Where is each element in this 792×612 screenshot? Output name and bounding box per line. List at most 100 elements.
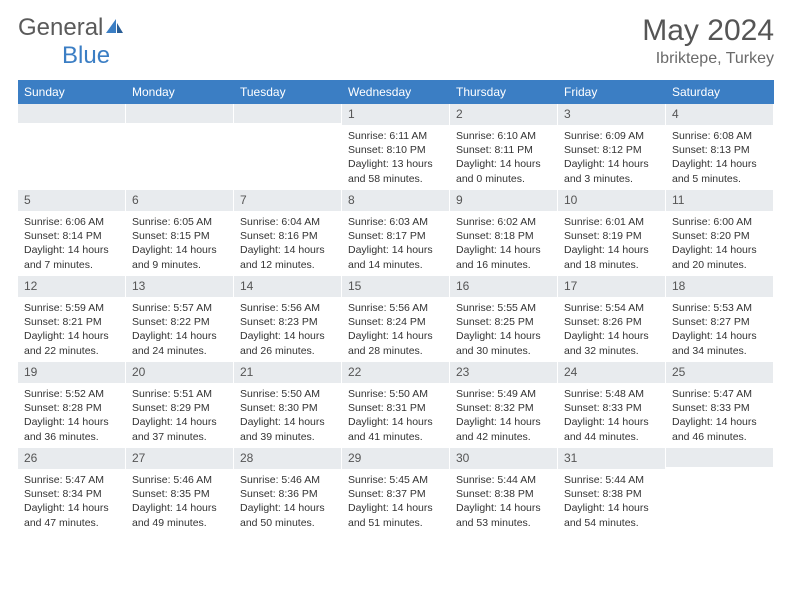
day-number: 20 (126, 362, 233, 383)
day-number: 6 (126, 190, 233, 211)
sunrise-text: Sunrise: 5:51 AM (132, 387, 227, 401)
day-body: Sunrise: 5:51 AMSunset: 8:29 PMDaylight:… (126, 383, 233, 448)
calendar-day: 10Sunrise: 6:01 AMSunset: 8:19 PMDayligh… (558, 190, 666, 276)
day-number: 16 (450, 276, 557, 297)
sunset-text: Sunset: 8:16 PM (240, 229, 335, 243)
day-number: 22 (342, 362, 449, 383)
sunrise-text: Sunrise: 5:56 AM (348, 301, 443, 315)
day-number: 18 (666, 276, 773, 297)
day-number: 12 (18, 276, 125, 297)
sunrise-text: Sunrise: 6:05 AM (132, 215, 227, 229)
daylight-text: Daylight: 14 hours and 14 minutes. (348, 243, 443, 271)
day-body: Sunrise: 5:56 AMSunset: 8:24 PMDaylight:… (342, 297, 449, 362)
sunrise-text: Sunrise: 5:44 AM (564, 473, 659, 487)
sunset-text: Sunset: 8:25 PM (456, 315, 551, 329)
day-body: Sunrise: 5:48 AMSunset: 8:33 PMDaylight:… (558, 383, 665, 448)
sunset-text: Sunset: 8:12 PM (564, 143, 659, 157)
calendar-day: 27Sunrise: 5:46 AMSunset: 8:35 PMDayligh… (126, 448, 234, 534)
day-number: 7 (234, 190, 341, 211)
calendar-day: 24Sunrise: 5:48 AMSunset: 8:33 PMDayligh… (558, 362, 666, 448)
day-number: 4 (666, 104, 773, 125)
sunset-text: Sunset: 8:26 PM (564, 315, 659, 329)
sunrise-text: Sunrise: 5:48 AM (564, 387, 659, 401)
daylight-text: Daylight: 14 hours and 54 minutes. (564, 501, 659, 529)
calendar-day: 19Sunrise: 5:52 AMSunset: 8:28 PMDayligh… (18, 362, 126, 448)
sunset-text: Sunset: 8:33 PM (672, 401, 767, 415)
calendar-day (666, 448, 774, 534)
day-number: 5 (18, 190, 125, 211)
sunrise-text: Sunrise: 5:56 AM (240, 301, 335, 315)
logo-text: GeneralBlue (18, 14, 125, 70)
sunrise-text: Sunrise: 5:57 AM (132, 301, 227, 315)
day-number: 25 (666, 362, 773, 383)
logo-text-general: General (18, 14, 103, 41)
daylight-text: Daylight: 14 hours and 50 minutes. (240, 501, 335, 529)
daylight-text: Daylight: 14 hours and 26 minutes. (240, 329, 335, 357)
daylight-text: Daylight: 14 hours and 24 minutes. (132, 329, 227, 357)
day-number: 13 (126, 276, 233, 297)
day-body: Sunrise: 5:44 AMSunset: 8:38 PMDaylight:… (558, 469, 665, 534)
day-number: 23 (450, 362, 557, 383)
sunrise-text: Sunrise: 6:06 AM (24, 215, 119, 229)
day-number: 14 (234, 276, 341, 297)
calendar-day: 3Sunrise: 6:09 AMSunset: 8:12 PMDaylight… (558, 104, 666, 190)
sunset-text: Sunset: 8:32 PM (456, 401, 551, 415)
sunrise-text: Sunrise: 6:04 AM (240, 215, 335, 229)
day-body: Sunrise: 5:49 AMSunset: 8:32 PMDaylight:… (450, 383, 557, 448)
sunrise-text: Sunrise: 5:59 AM (24, 301, 119, 315)
calendar-day: 14Sunrise: 5:56 AMSunset: 8:23 PMDayligh… (234, 276, 342, 362)
sunrise-text: Sunrise: 6:01 AM (564, 215, 659, 229)
day-body (234, 123, 341, 183)
calendar-day: 17Sunrise: 5:54 AMSunset: 8:26 PMDayligh… (558, 276, 666, 362)
calendar-day: 8Sunrise: 6:03 AMSunset: 8:17 PMDaylight… (342, 190, 450, 276)
day-body: Sunrise: 6:11 AMSunset: 8:10 PMDaylight:… (342, 125, 449, 190)
day-number: 1 (342, 104, 449, 125)
sunrise-text: Sunrise: 5:52 AM (24, 387, 119, 401)
header: GeneralBlue May 2024 Ibriktepe, Turkey (18, 14, 774, 70)
sunset-text: Sunset: 8:33 PM (564, 401, 659, 415)
day-number: 8 (342, 190, 449, 211)
sunrise-text: Sunrise: 6:10 AM (456, 129, 551, 143)
calendar-day: 12Sunrise: 5:59 AMSunset: 8:21 PMDayligh… (18, 276, 126, 362)
daylight-text: Daylight: 14 hours and 34 minutes. (672, 329, 767, 357)
calendar-weeks: 1Sunrise: 6:11 AMSunset: 8:10 PMDaylight… (18, 104, 774, 534)
day-body: Sunrise: 5:46 AMSunset: 8:35 PMDaylight:… (126, 469, 233, 534)
sunrise-text: Sunrise: 6:09 AM (564, 129, 659, 143)
day-body: Sunrise: 5:56 AMSunset: 8:23 PMDaylight:… (234, 297, 341, 362)
day-body: Sunrise: 5:57 AMSunset: 8:22 PMDaylight:… (126, 297, 233, 362)
sunrise-text: Sunrise: 5:50 AM (348, 387, 443, 401)
calendar-day (18, 104, 126, 190)
calendar-day: 18Sunrise: 5:53 AMSunset: 8:27 PMDayligh… (666, 276, 774, 362)
sunset-text: Sunset: 8:23 PM (240, 315, 335, 329)
day-body (666, 467, 773, 527)
sunset-text: Sunset: 8:20 PM (672, 229, 767, 243)
daylight-text: Daylight: 14 hours and 36 minutes. (24, 415, 119, 443)
calendar-week: 26Sunrise: 5:47 AMSunset: 8:34 PMDayligh… (18, 448, 774, 534)
sunset-text: Sunset: 8:15 PM (132, 229, 227, 243)
sunrise-text: Sunrise: 5:54 AM (564, 301, 659, 315)
logo-text-blue: Blue (62, 42, 110, 69)
day-body: Sunrise: 6:06 AMSunset: 8:14 PMDaylight:… (18, 211, 125, 276)
daylight-text: Daylight: 14 hours and 44 minutes. (564, 415, 659, 443)
sunset-text: Sunset: 8:10 PM (348, 143, 443, 157)
daylight-text: Daylight: 14 hours and 47 minutes. (24, 501, 119, 529)
calendar-week: 12Sunrise: 5:59 AMSunset: 8:21 PMDayligh… (18, 276, 774, 362)
day-number: 15 (342, 276, 449, 297)
daylight-text: Daylight: 14 hours and 16 minutes. (456, 243, 551, 271)
sunset-text: Sunset: 8:24 PM (348, 315, 443, 329)
weekday-header: Tuesday (234, 80, 342, 104)
sunrise-text: Sunrise: 6:00 AM (672, 215, 767, 229)
sunset-text: Sunset: 8:17 PM (348, 229, 443, 243)
day-number: 26 (18, 448, 125, 469)
daylight-text: Daylight: 14 hours and 42 minutes. (456, 415, 551, 443)
day-body: Sunrise: 6:03 AMSunset: 8:17 PMDaylight:… (342, 211, 449, 276)
sunrise-text: Sunrise: 5:55 AM (456, 301, 551, 315)
day-body: Sunrise: 5:50 AMSunset: 8:30 PMDaylight:… (234, 383, 341, 448)
weekday-header: Friday (558, 80, 666, 104)
day-number: 17 (558, 276, 665, 297)
calendar-day: 16Sunrise: 5:55 AMSunset: 8:25 PMDayligh… (450, 276, 558, 362)
calendar-day: 21Sunrise: 5:50 AMSunset: 8:30 PMDayligh… (234, 362, 342, 448)
calendar-day: 4Sunrise: 6:08 AMSunset: 8:13 PMDaylight… (666, 104, 774, 190)
day-body (126, 123, 233, 183)
day-number: 28 (234, 448, 341, 469)
